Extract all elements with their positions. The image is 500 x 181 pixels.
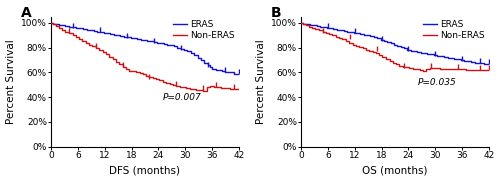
- Y-axis label: Percent Survival: Percent Survival: [256, 39, 266, 124]
- ERAS: [98, 31, 103, 33]
- Line: Non-ERAS: Non-ERAS: [301, 23, 489, 71]
- Text: P=0.007: P=0.007: [163, 93, 202, 102]
- Legend: ERAS, Non-ERAS: ERAS, Non-ERAS: [422, 18, 487, 42]
- ERAS: [56, 24, 62, 26]
- ERAS: [401, 47, 407, 49]
- ERAS: [54, 23, 60, 25]
- Non-ERAS: [400, 66, 406, 68]
- ERAS: [364, 34, 370, 36]
- ERAS: [300, 22, 306, 25]
- Legend: ERAS, Non-ERAS: ERAS, Non-ERAS: [172, 18, 237, 42]
- Non-ERAS: [403, 66, 409, 69]
- ERAS: [236, 73, 242, 75]
- Line: ERAS: ERAS: [51, 23, 239, 74]
- ERAS: [174, 47, 180, 49]
- Non-ERAS: [174, 85, 180, 87]
- ERAS: [438, 55, 444, 57]
- Non-ERAS: [486, 69, 492, 71]
- Non-ERAS: [420, 70, 426, 72]
- Non-ERAS: [363, 49, 369, 51]
- Line: Non-ERAS: Non-ERAS: [51, 23, 239, 91]
- Text: P=0.035: P=0.035: [418, 78, 456, 87]
- ERAS: [411, 50, 417, 52]
- Text: A: A: [21, 6, 32, 20]
- Non-ERAS: [200, 90, 206, 92]
- Non-ERAS: [96, 49, 102, 51]
- X-axis label: OS (months): OS (months): [362, 165, 428, 175]
- Non-ERAS: [126, 70, 132, 72]
- Non-ERAS: [48, 22, 54, 24]
- Non-ERAS: [326, 33, 332, 35]
- Non-ERAS: [56, 27, 62, 29]
- Non-ERAS: [52, 25, 59, 27]
- ERAS: [128, 37, 134, 39]
- ERAS: [418, 52, 424, 54]
- Non-ERAS: [177, 86, 183, 88]
- Text: B: B: [271, 6, 282, 20]
- Non-ERAS: [416, 69, 422, 71]
- ERAS: [486, 63, 492, 66]
- Line: ERAS: ERAS: [301, 23, 489, 64]
- Non-ERAS: [298, 22, 304, 24]
- X-axis label: DFS (months): DFS (months): [110, 165, 180, 175]
- ERAS: [298, 22, 304, 24]
- ERAS: [48, 22, 54, 24]
- Non-ERAS: [236, 88, 242, 90]
- Non-ERAS: [393, 63, 399, 66]
- ERAS: [178, 48, 184, 50]
- Y-axis label: Percent Survival: Percent Survival: [6, 39, 16, 124]
